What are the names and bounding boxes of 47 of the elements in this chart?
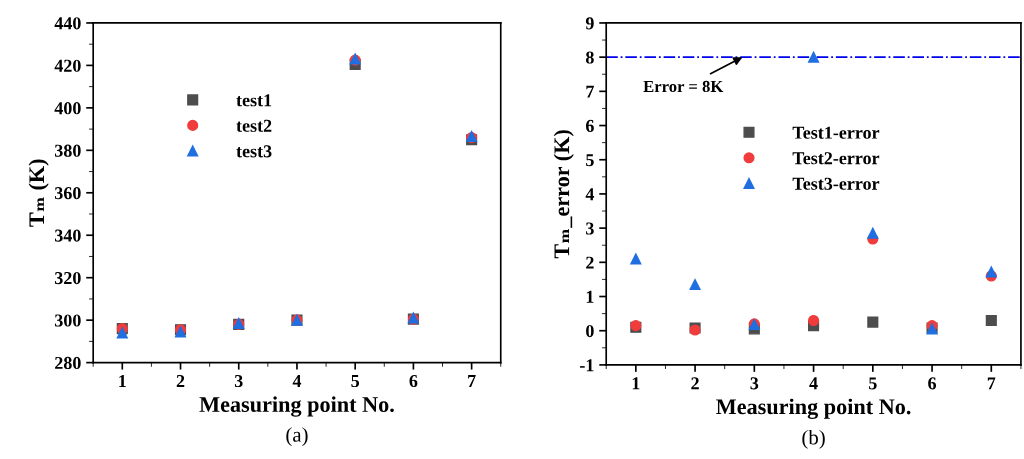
y-tick-label: 400 — [54, 102, 81, 115]
y-tick-label: 360 — [54, 187, 81, 200]
y-tick-label: 4 — [585, 188, 595, 201]
y-tick-label: 2 — [586, 256, 594, 269]
y-tick-label: 320 — [54, 271, 81, 285]
x-tick-label: 6 — [928, 377, 937, 390]
x-tick-label: 2 — [176, 374, 185, 387]
x-tick-label: 7 — [468, 375, 476, 387]
x-tick-label: 4 — [292, 375, 302, 387]
y-tick-label: 9 — [585, 17, 594, 30]
y-tick-label: 3 — [586, 222, 594, 235]
x-axis-title: Measuring point No. — [199, 396, 394, 417]
legend-label: test2 — [236, 119, 272, 132]
x-axis-title: Measuring point No. — [716, 398, 911, 419]
legend-label: test1 — [236, 94, 272, 107]
y-tick-label: 0 — [586, 324, 594, 338]
y-axis-title: Tₘ (K) — [28, 159, 49, 227]
y-tick-label: 280 — [55, 356, 81, 370]
y-tick-label: 8 — [585, 51, 594, 64]
y-tick-label: 420 — [54, 59, 81, 72]
x-tick-label: 5 — [351, 375, 360, 388]
y-tick-label: 380 — [54, 144, 81, 157]
legend-label: Test1-error — [792, 126, 880, 139]
y-tick-label: 300 — [54, 314, 81, 327]
legend-label: Test2-error — [792, 152, 880, 165]
x-tick-label: 5 — [869, 377, 877, 390]
y-tick-label: 7 — [586, 85, 594, 98]
text: (b) — [802, 429, 825, 449]
legend-label: test3 — [236, 145, 272, 158]
x-tick-label: 1 — [119, 375, 126, 387]
x-tick-label: 6 — [409, 374, 418, 388]
y-axis-title: Tₘ_error (K) — [553, 130, 574, 259]
y-tick-label: -1 — [580, 359, 594, 372]
y-tick-label: 340 — [54, 229, 81, 242]
x-tick-label: 1 — [632, 377, 640, 390]
legend-label: Test3-error — [792, 177, 880, 190]
x-tick-label: 3 — [234, 374, 243, 388]
y-tick-label: 440 — [54, 17, 81, 30]
text: (a) — [286, 427, 308, 447]
x-tick-label: 7 — [987, 377, 996, 390]
y-tick-label: 6 — [585, 119, 594, 132]
y-tick-label: 1 — [586, 290, 594, 303]
x-tick-label: 3 — [750, 377, 759, 390]
annotation: Error = 8K — [643, 80, 724, 93]
x-tick-label: 2 — [691, 377, 699, 390]
y-tick-label: 5 — [586, 154, 594, 167]
x-tick-label: 4 — [809, 377, 818, 390]
